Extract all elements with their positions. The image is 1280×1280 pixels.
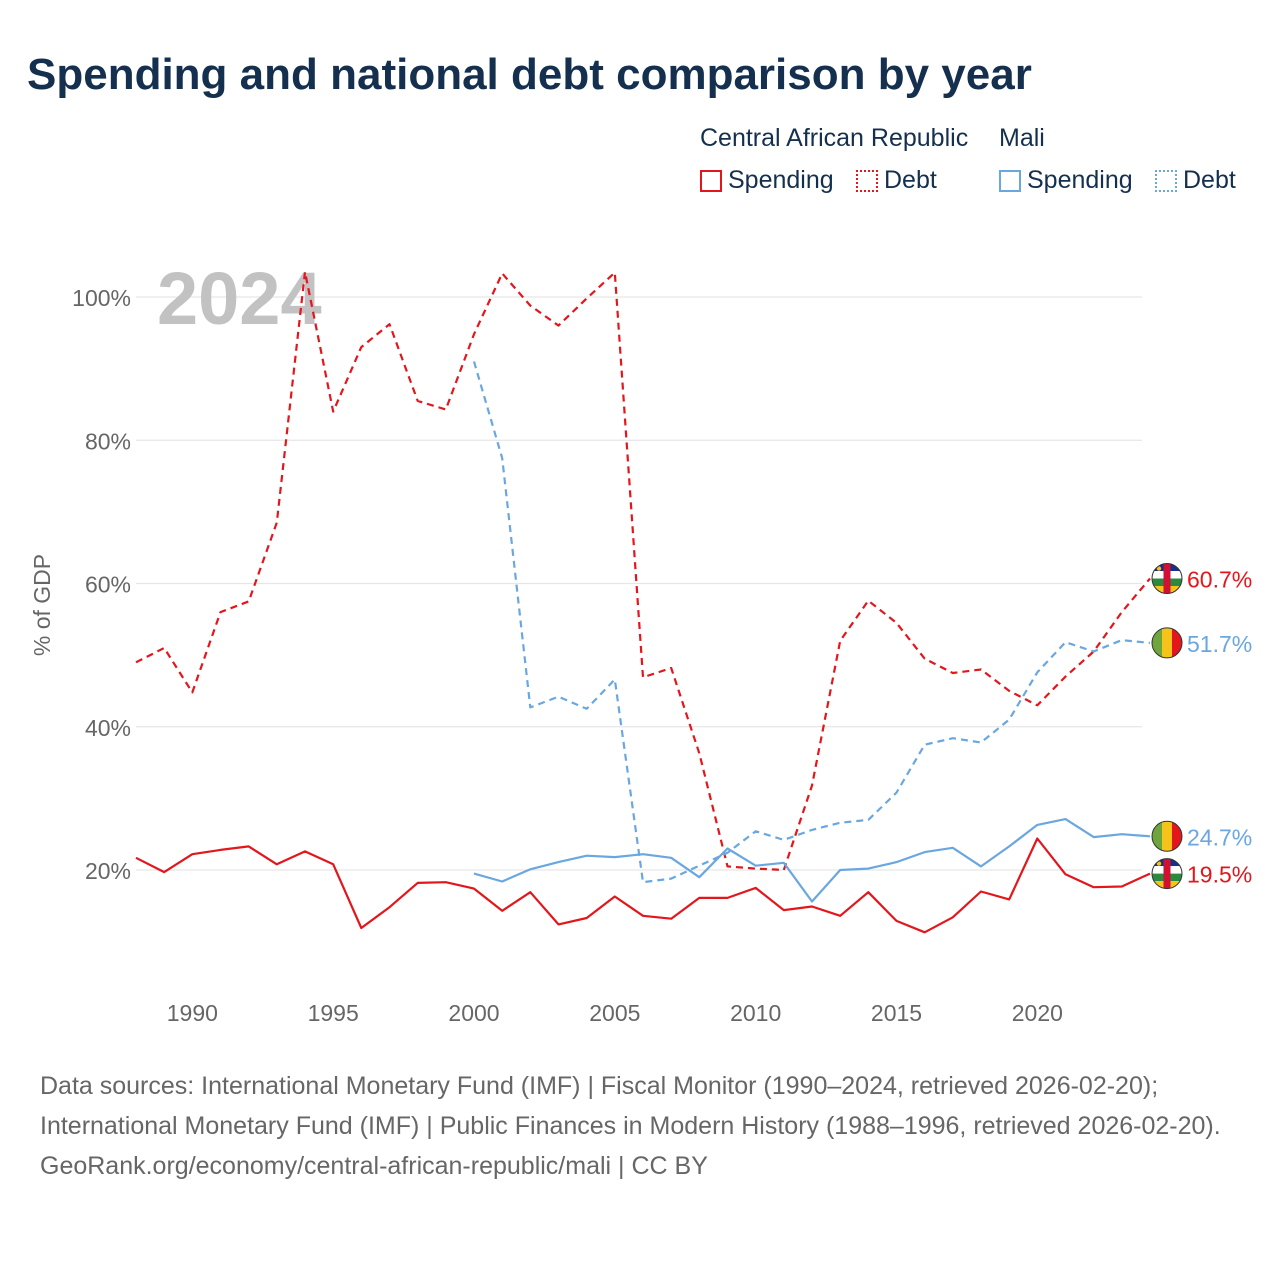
- end-value-label: 51.7%: [1187, 631, 1252, 657]
- legend-group-car: Central African Republic: [700, 124, 969, 152]
- legend-mali-spending[interactable]: Spending: [999, 166, 1133, 195]
- mali-flag-icon: [1151, 820, 1183, 852]
- y-tick-label: 40%: [85, 715, 131, 741]
- x-tick-label: 2000: [448, 1000, 499, 1026]
- series-line-central-african-republic-spending: [135, 837, 1151, 934]
- series-line-mali-debt: [472, 361, 1151, 884]
- x-tick-label: 1995: [308, 1000, 359, 1026]
- year-watermark: 2024: [157, 257, 322, 340]
- chart-plot: 2024 % of GDP 20% 40% 60% 80% 100% 1990 1995 2…: [29, 257, 1252, 1026]
- mali-flag-icon: [1151, 627, 1183, 659]
- legend-swatch-dotted-icon: [1155, 169, 1177, 192]
- legend-group-mali: Mali: [999, 124, 1045, 152]
- y-tick-label: 100%: [72, 285, 131, 311]
- legend-label: Debt: [1183, 166, 1236, 194]
- end-value-label: 24.7%: [1187, 824, 1252, 850]
- legend-swatch-solid-icon: [999, 169, 1021, 192]
- series-line-central-african-republic-debt: [135, 270, 1151, 872]
- x-tick-label: 2005: [589, 1000, 640, 1026]
- x-tick-label: 2020: [1012, 1000, 1063, 1026]
- legend-car-spending[interactable]: Spending: [700, 166, 834, 195]
- legend-label: Spending: [1027, 166, 1133, 194]
- car-flag-icon: [1151, 563, 1183, 594]
- data-sources: Data sources: International Monetary Fun…: [40, 1072, 1221, 1140]
- x-tick-label: 2015: [871, 1000, 922, 1026]
- legend-swatch-solid-icon: [700, 169, 722, 192]
- y-axis-label: % of GDP: [29, 554, 55, 656]
- x-tick-label: 2010: [730, 1000, 781, 1026]
- legend-car-debt[interactable]: Debt: [856, 166, 937, 195]
- end-value-label: 19.5%: [1187, 862, 1252, 888]
- car-flag-icon: [1151, 858, 1183, 890]
- footer: Data sources: International Monetary Fun…: [40, 1066, 1240, 1186]
- chart-title: Spending and national debt comparison by…: [27, 50, 1032, 99]
- legend-label: Debt: [884, 166, 937, 194]
- y-tick-label: 60%: [85, 572, 131, 598]
- x-tick-label: 1990: [167, 1000, 218, 1026]
- legend-label: Spending: [728, 166, 834, 194]
- credit-link[interactable]: GeoRank.org/economy/central-african-repu…: [40, 1152, 708, 1180]
- y-tick-label: 80%: [85, 428, 131, 454]
- y-tick-label: 20%: [85, 858, 131, 884]
- legend-mali-debt[interactable]: Debt: [1155, 166, 1236, 195]
- end-value-label: 60.7%: [1187, 567, 1252, 593]
- series-line-mali-spending: [473, 817, 1151, 903]
- legend-swatch-dotted-icon: [856, 169, 878, 192]
